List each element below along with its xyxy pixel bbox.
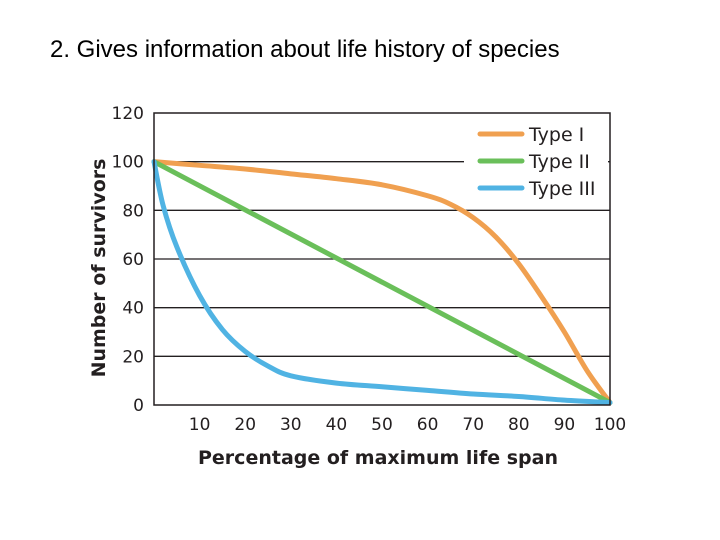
tick-layer: 0 20 40 60 80 100 120 10 20 30 40 50 60 70 80 90 100 xyxy=(112,104,627,435)
slide-title: 2. Gives information about life history … xyxy=(50,36,560,63)
y-tick-label: 80 xyxy=(122,201,144,221)
y-axis-label: Number of survivors xyxy=(88,159,110,378)
x-tick-label: 60 xyxy=(417,415,439,435)
x-tick-label: 20 xyxy=(234,415,256,435)
y-tick-label: 60 xyxy=(122,250,144,270)
legend-label: Type III xyxy=(528,178,596,200)
x-tick-label: 80 xyxy=(508,415,530,435)
x-tick-label: 10 xyxy=(189,415,211,435)
x-tick-label: 100 xyxy=(594,415,626,435)
series-layer xyxy=(151,159,613,406)
series-line-type-iii xyxy=(151,159,613,406)
y-tick-label: 120 xyxy=(112,104,144,124)
grid-layer xyxy=(154,161,610,357)
plot-frame xyxy=(153,112,611,406)
x-tick-label: 50 xyxy=(371,415,393,435)
y-tick-label: 0 xyxy=(133,396,144,416)
x-axis-label: Percentage of maximum life span xyxy=(198,447,558,469)
x-tick-label: 40 xyxy=(326,415,348,435)
y-tick-label: 40 xyxy=(122,299,144,319)
legend-label: Type I xyxy=(528,124,584,146)
x-tick-label: 70 xyxy=(462,415,484,435)
y-tick-label: 100 xyxy=(112,153,144,173)
legend: Type I Type II Type III xyxy=(464,118,608,201)
y-tick-label: 20 xyxy=(122,347,144,367)
legend-label: Type II xyxy=(528,151,590,173)
series-line-type-ii xyxy=(151,159,613,406)
x-tick-label: 90 xyxy=(554,415,576,435)
series-line-type-i xyxy=(151,159,613,406)
x-tick-label: 30 xyxy=(280,415,302,435)
